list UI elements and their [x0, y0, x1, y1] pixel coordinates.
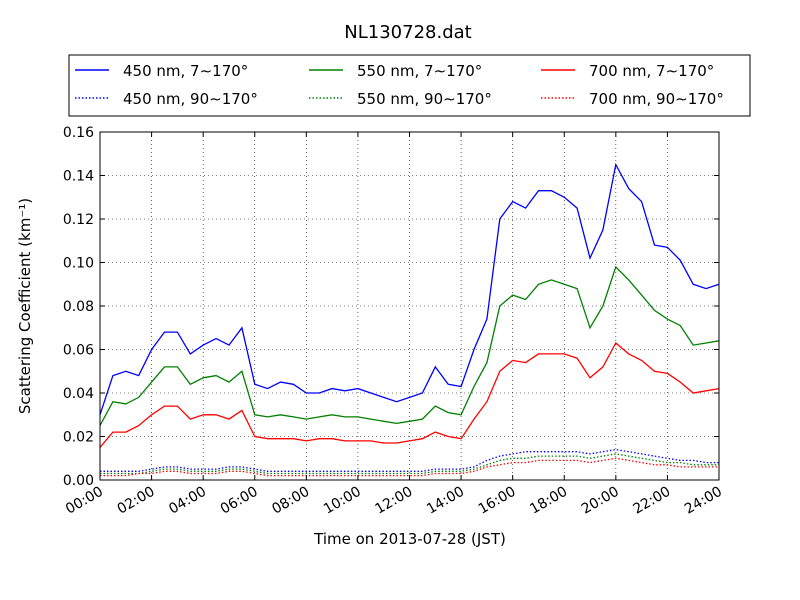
- x-tick-label: 18:00: [527, 484, 570, 518]
- x-tick-label: 02:00: [115, 484, 158, 518]
- x-tick-label: 14:00: [424, 484, 467, 518]
- x-tick-label: 20:00: [579, 484, 622, 518]
- x-axis-label: Time on 2013-07-28 (JST): [313, 530, 506, 548]
- y-tick-label: 0.16: [63, 125, 94, 141]
- y-tick-label: 0.10: [63, 256, 94, 272]
- y-tick-label: 0.06: [63, 343, 94, 359]
- x-tick-label: 08:00: [269, 484, 312, 518]
- x-tick-label: 10:00: [321, 484, 364, 518]
- series-lines: [99, 162, 720, 477]
- legend-label: 700 nm, 90∼170°: [589, 90, 724, 108]
- legend-label: 550 nm, 90∼170°: [357, 90, 492, 108]
- series-line: [99, 341, 720, 448]
- x-tick-label: 16:00: [476, 484, 519, 518]
- x-tick-label: 06:00: [218, 484, 261, 518]
- legend: 450 nm, 7∼170° 550 nm, 7∼170° 700 nm, 7∼17…: [75, 62, 724, 108]
- plot-area: [100, 132, 719, 480]
- series-line: [99, 162, 720, 416]
- legend-label: 550 nm, 7∼170°: [357, 62, 482, 80]
- chart-title: NL130728.dat: [344, 22, 471, 43]
- legend-label: 450 nm, 7∼170°: [123, 62, 248, 80]
- series-line: [100, 457, 719, 477]
- legend-box: [68, 54, 751, 117]
- x-tick-label: 12:00: [373, 484, 416, 518]
- legend-label: 450 nm, 90∼170°: [123, 90, 258, 108]
- y-tick-label: 0.14: [63, 169, 94, 185]
- y-tick-label: 0.02: [63, 430, 94, 446]
- x-tick-label: 24:00: [682, 484, 725, 518]
- y-tick-label: 0.04: [63, 386, 94, 402]
- series-line: [99, 265, 720, 426]
- y-tick-label: 0.12: [63, 212, 94, 228]
- legend-label: 700 nm, 7∼170°: [589, 62, 714, 80]
- y-tick-label: 0.00: [63, 473, 94, 489]
- x-tick-label: 22:00: [630, 484, 673, 518]
- y-tick-label: 0.08: [63, 299, 94, 315]
- x-tick-label: 04:00: [166, 484, 209, 518]
- y-axis-label: Scattering Coefficient (km⁻¹): [16, 198, 34, 414]
